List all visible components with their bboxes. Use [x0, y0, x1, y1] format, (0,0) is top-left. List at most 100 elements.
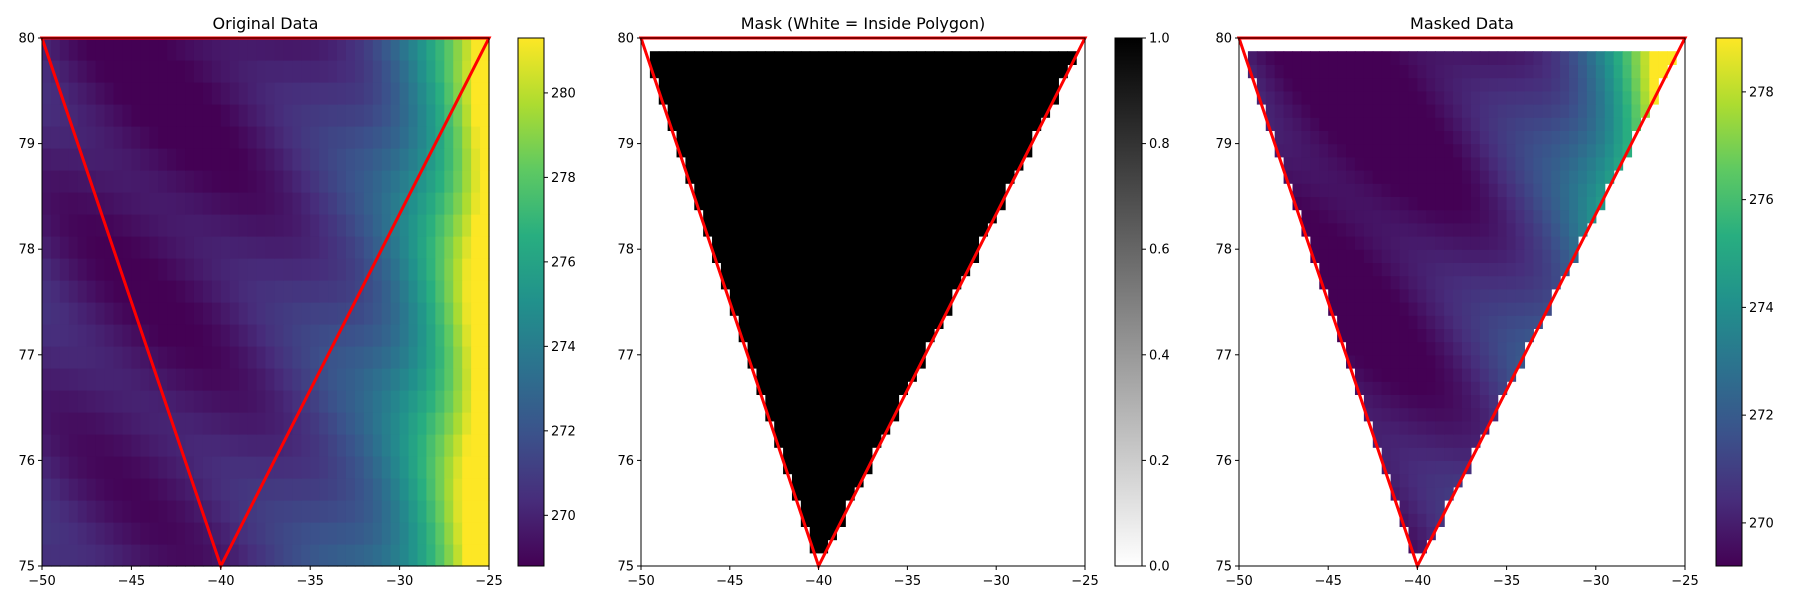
mask-cell — [765, 77, 775, 92]
heatmap-cell — [220, 390, 231, 413]
masked-cell — [1479, 407, 1490, 422]
heatmap-cell — [292, 500, 302, 523]
mask-cell — [729, 117, 740, 131]
heatmap-cell — [211, 126, 222, 149]
mask-cell — [934, 196, 944, 211]
masked-cell — [1381, 262, 1392, 277]
heatmap-cell — [220, 456, 231, 479]
heatmap-cell — [50, 522, 61, 545]
mask-cell — [747, 183, 758, 197]
heatmap-cell — [238, 192, 249, 215]
masked-cell — [1542, 143, 1552, 158]
mask-cell — [783, 394, 793, 409]
mask-cell — [889, 90, 900, 105]
heatmap-cell — [274, 280, 284, 303]
heatmap-cell — [185, 60, 195, 83]
heatmap-cell — [435, 368, 445, 391]
heatmap-cell — [131, 280, 141, 303]
masked-cell — [1613, 90, 1624, 105]
masked-cell — [1613, 104, 1624, 118]
mask-cell — [791, 288, 802, 303]
heatmap-cell — [426, 324, 436, 347]
masked-cell — [1444, 315, 1454, 329]
masked-cell — [1337, 302, 1347, 316]
plot-frame-original — [41, 37, 490, 567]
mask-cell — [854, 394, 864, 409]
masked-cell — [1515, 90, 1526, 105]
masked-cell — [1551, 156, 1561, 171]
mask-cell — [694, 196, 704, 211]
heatmap-cell — [328, 500, 338, 523]
masked-cell — [1417, 486, 1427, 501]
mask-cell — [756, 368, 766, 382]
heatmap-cell — [471, 236, 481, 259]
masked-cell — [1372, 288, 1383, 303]
heatmap-cell — [122, 302, 132, 325]
masked-cell — [1346, 104, 1356, 118]
mask-cell — [756, 64, 766, 79]
mask-cell — [827, 64, 837, 79]
mask-cell — [720, 183, 731, 197]
masked-cell — [1524, 328, 1534, 343]
heatmap-cell — [328, 346, 338, 369]
heatmap-cell — [408, 390, 419, 413]
heatmap-cell — [372, 302, 383, 325]
mask-cell — [836, 341, 846, 356]
masked-cell — [1408, 262, 1418, 277]
mask-cell — [863, 354, 873, 369]
heatmap-cell — [363, 170, 374, 193]
masked-cell — [1444, 460, 1454, 475]
heatmap-cell — [140, 302, 150, 325]
mask-cell — [791, 236, 802, 250]
mask-cell — [863, 381, 873, 395]
masked-cell — [1470, 315, 1481, 329]
masked-cell — [1586, 51, 1597, 65]
heatmap-cell — [435, 412, 445, 435]
mask-cell — [925, 51, 935, 65]
masked-cell — [1399, 90, 1410, 105]
heatmap-cell — [426, 456, 436, 479]
mask-cell — [845, 354, 855, 369]
mask-cell — [934, 143, 944, 158]
x-tick-label: −30 — [386, 574, 413, 589]
masked-cell — [1497, 236, 1508, 250]
heatmap-cell — [247, 82, 258, 105]
masked-cell — [1444, 51, 1454, 65]
mask-cell — [845, 328, 855, 343]
x-tick-label: −30 — [1582, 574, 1609, 589]
heatmap-cell — [238, 280, 249, 303]
mask-cell — [756, 328, 766, 343]
heatmap-cell — [274, 456, 284, 479]
mask-cell — [791, 156, 802, 171]
mask-cell — [898, 341, 908, 356]
masked-cell — [1533, 77, 1543, 92]
mask-cell — [854, 262, 864, 277]
heatmap-cell — [408, 434, 419, 457]
mask-cell — [889, 262, 900, 277]
mask-cell — [845, 262, 855, 277]
mask-cell — [845, 420, 855, 435]
heatmap-cell — [229, 390, 240, 413]
mask-cell — [756, 341, 766, 356]
mask-cell — [871, 51, 882, 65]
masked-cell — [1488, 183, 1499, 197]
heatmap-cell — [167, 214, 177, 237]
masked-cell — [1372, 222, 1383, 237]
masked-cell — [1435, 130, 1445, 145]
mask-cell — [791, 77, 802, 92]
heatmap-cell — [149, 522, 159, 545]
heatmap-cell — [238, 522, 249, 545]
heatmap-cell — [328, 324, 338, 347]
masked-cell — [1381, 302, 1392, 316]
mask-cell — [845, 130, 855, 145]
mask-cell — [685, 117, 695, 131]
mask-cell — [907, 354, 917, 369]
masked-cell — [1631, 104, 1641, 118]
heatmap-cell — [158, 346, 168, 369]
mask-cell — [925, 262, 935, 277]
mask-cell — [809, 447, 820, 461]
masked-cell — [1470, 170, 1481, 184]
mask-cell — [845, 447, 855, 461]
masked-cell — [1586, 77, 1597, 92]
masked-cell — [1337, 77, 1347, 92]
